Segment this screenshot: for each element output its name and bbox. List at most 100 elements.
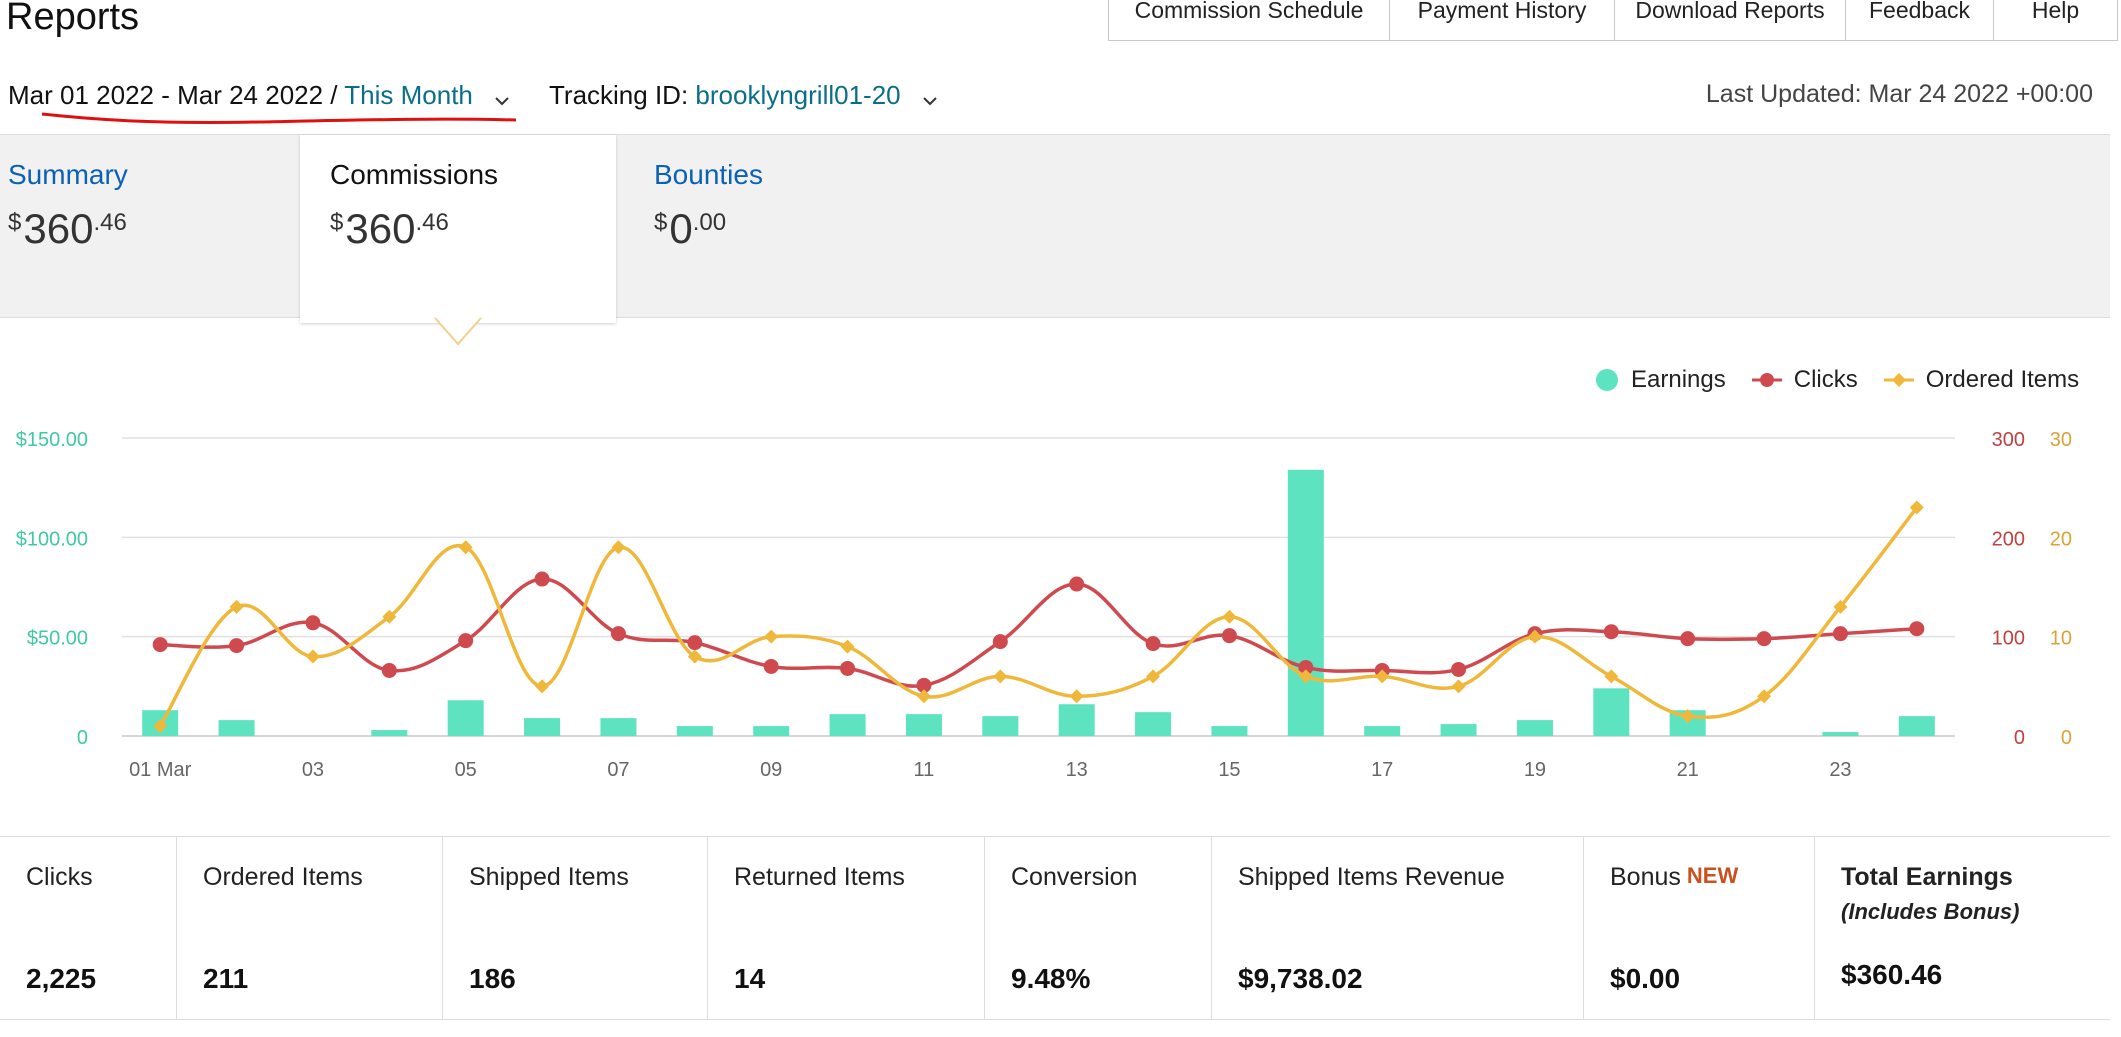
chevron-down-icon[interactable] [922, 82, 938, 113]
stat-value: 186 [469, 963, 516, 994]
bounties-label[interactable]: Bounties [654, 159, 763, 190]
x-tick-label: 21 [1677, 759, 1699, 781]
clicks-point [152, 637, 168, 653]
stats-table: Clicks 2,225 Ordered Items 211 Shipped I… [0, 836, 2110, 1020]
commissions-card[interactable]: Commissions $360.46 [300, 135, 616, 323]
stat-label: Total Earnings [1841, 863, 2013, 891]
tab-payment-history[interactable]: Payment History [1390, 0, 1615, 40]
line-circle-icon [1751, 373, 1782, 387]
stat-bonus: Bonus NEW $0.00 [1584, 837, 1815, 1019]
ordered-items-point [1833, 599, 1848, 614]
x-tick-label: 23 [1829, 759, 1851, 781]
clicks-point [687, 635, 703, 651]
chart-legend: Earnings Clicks Ordered Items [1595, 366, 2079, 394]
page-title: Reports [6, 0, 140, 38]
active-card-pointer [434, 317, 482, 346]
earnings-bar [218, 720, 255, 736]
x-tick-label: 09 [760, 759, 782, 781]
earnings-bar [1822, 732, 1859, 736]
earnings-bar [371, 730, 408, 736]
clicks-point [1832, 626, 1848, 642]
stat-label: Bonus NEW [1610, 863, 1738, 892]
x-tick-label: 17 [1371, 759, 1393, 781]
last-updated: Last Updated: Mar 24 2022 +00:00 [1705, 80, 2093, 108]
clicks-point [1603, 624, 1619, 640]
line-diamond-icon [1883, 373, 1914, 387]
clicks-point [916, 677, 932, 693]
legend-earnings[interactable]: Earnings [1595, 366, 1726, 394]
clicks-line [160, 577, 1917, 688]
stat-clicks: Clicks 2,225 [0, 837, 177, 1019]
stat-value: 2,225 [26, 963, 97, 994]
x-tick-label: 03 [302, 759, 324, 781]
summary-card[interactable]: Summary $360.46 [0, 135, 300, 317]
y-tick-label-left: $50.00 [27, 628, 88, 650]
y-tick-label-left: $150.00 [16, 429, 88, 451]
summary-label[interactable]: Summary [8, 159, 128, 190]
earnings-bar [1135, 712, 1172, 736]
tab-feedback[interactable]: Feedback [1846, 0, 1994, 40]
tab-download-reports[interactable]: Download Reports [1615, 0, 1846, 40]
legend-ordered-items[interactable]: Ordered Items [1883, 366, 2080, 394]
stat-value: 9.48% [1011, 963, 1091, 994]
bounties-value: $0.00 [654, 205, 946, 253]
stat-total-earnings: Total Earnings (Includes Bonus) $360.46 [1815, 837, 2110, 1019]
y-tick-label-items: 10 [2050, 628, 2072, 650]
chevron-down-icon[interactable] [494, 82, 510, 113]
circle-icon [1596, 369, 1618, 391]
date-range-selector[interactable]: Mar 01 2022 - Mar 24 2022 / This Month [8, 80, 510, 113]
currency-symbol: $ [330, 209, 344, 236]
y-tick-label-items: 0 [2061, 727, 2072, 749]
stat-label: Shipped Items Revenue [1238, 863, 1505, 891]
bounties-card[interactable]: Bounties $0.00 [646, 135, 946, 317]
legend-clicks[interactable]: Clicks [1751, 366, 1858, 394]
clicks-point [305, 615, 321, 631]
clicks-point [534, 571, 550, 587]
ordered-items-point [153, 719, 168, 734]
clicks-point [1221, 628, 1237, 644]
ordered-items-point [382, 609, 397, 624]
stat-label: Shipped Items [469, 863, 629, 891]
clicks-point [1909, 621, 1925, 637]
amount-cents: .00 [692, 209, 727, 236]
tracking-id-selector[interactable]: Tracking ID: brooklyngrill01-20 [549, 80, 938, 113]
stat-shipped-revenue: Shipped Items Revenue $9,738.02 [1212, 837, 1584, 1019]
earnings-bar [600, 718, 637, 736]
earnings-bar [1287, 469, 1324, 736]
x-tick-label: 15 [1218, 759, 1240, 781]
earnings-bar [1898, 716, 1935, 736]
currency-symbol: $ [8, 209, 22, 236]
ordered-items-point [1222, 609, 1237, 624]
annotation-underline [41, 112, 517, 125]
y-tick-label-clicks: 100 [1992, 628, 2025, 650]
ordered-items-point [916, 689, 931, 704]
stat-value: 211 [203, 963, 249, 994]
clicks-point [992, 634, 1008, 650]
clicks-point [610, 626, 626, 642]
ordered-items-point [1604, 669, 1619, 684]
clicks-point [229, 638, 245, 654]
summary-panel: Summary $360.46 Commissions $360.46 Boun… [0, 134, 2110, 323]
amount-cents: .46 [93, 209, 127, 236]
stat-conversion: Conversion 9.48% [985, 837, 1212, 1019]
ordered-items-point [1527, 629, 1542, 644]
tab-help[interactable]: Help [1994, 0, 2118, 40]
amount-whole: 360 [23, 205, 94, 252]
stat-value: $360.46 [1841, 959, 1943, 990]
tracking-label: Tracking ID: [549, 80, 696, 110]
clicks-point [763, 658, 779, 674]
y-tick-label-items: 30 [2050, 429, 2072, 451]
y-tick-label-items: 20 [2050, 528, 2072, 550]
tracking-id-link[interactable]: brooklyngrill01-20 [695, 80, 901, 110]
y-tick-label-clicks: 200 [1992, 528, 2025, 550]
tab-commission-schedule[interactable]: Commission Schedule [1109, 0, 1390, 40]
ordered-items-point [1680, 709, 1695, 724]
legend-label: Ordered Items [1925, 366, 2080, 393]
clicks-point [1680, 631, 1696, 647]
commissions-label: Commissions [330, 159, 499, 190]
earnings-bar [447, 700, 484, 736]
x-tick-label: 13 [1066, 759, 1088, 781]
ordered-items-point [1069, 689, 1084, 704]
period-link[interactable]: This Month [344, 80, 473, 110]
ordered-items-point [458, 540, 473, 555]
